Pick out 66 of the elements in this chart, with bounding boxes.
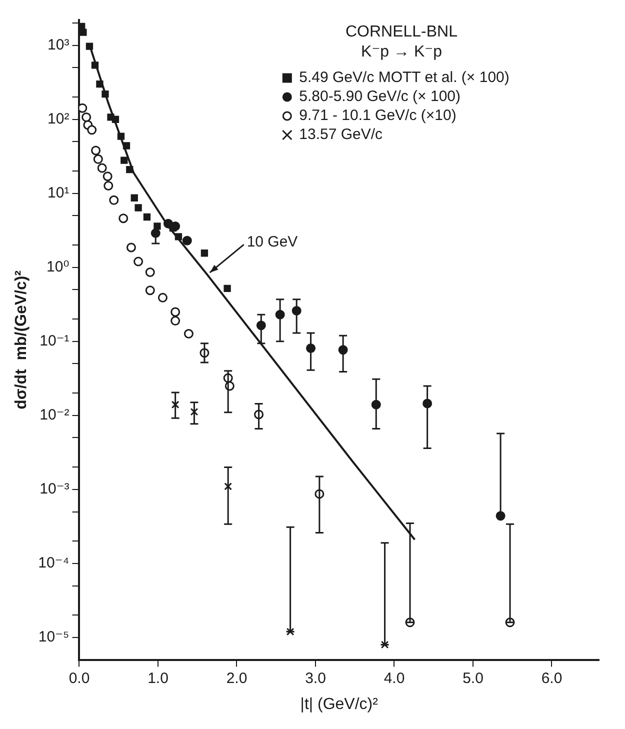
point — [102, 90, 109, 98]
point — [80, 28, 87, 36]
point — [134, 204, 142, 212]
point — [145, 286, 155, 296]
x-tick-label: 0.0 — [68, 670, 90, 687]
point — [122, 142, 130, 150]
x-tick-label: 2.0 — [226, 670, 248, 687]
point — [118, 214, 128, 224]
point — [143, 213, 151, 221]
y-tick-label: 10⁻⁴ — [38, 554, 70, 572]
point — [91, 146, 101, 156]
x-tick-label: 6.0 — [541, 670, 562, 687]
point — [96, 80, 104, 88]
x-axis-title: |t| (GeV/c)² — [300, 696, 379, 713]
legend-label: 13.57 GeV/c — [299, 126, 384, 144]
text: K⁻p → K⁻p — [361, 43, 442, 60]
y-tick-label: 10⁻² — [40, 406, 70, 424]
point — [86, 42, 94, 50]
point — [170, 316, 180, 326]
chart-title: CORNELL-BNL — [345, 23, 458, 40]
point — [184, 329, 194, 338]
legend-label: 5.49 GeV/c MOTT et al. (× 100) — [299, 69, 510, 86]
y-axis-title: dσ/dt mb/(GeV/c)² — [13, 270, 30, 410]
y-tick-label: 10³ — [48, 36, 70, 54]
point — [200, 250, 208, 257]
point — [82, 112, 92, 122]
point — [109, 195, 119, 205]
point — [286, 628, 294, 636]
point — [171, 400, 180, 409]
legend-label: 5.80-5.90 GeV/c (× 100) — [299, 88, 461, 106]
y-tick-label: 10⁻¹ — [40, 332, 70, 350]
y-tick-label: 10¹ — [48, 184, 70, 202]
point — [120, 156, 128, 164]
y-tick-label: 10⁻⁵ — [38, 628, 70, 646]
point — [380, 640, 389, 649]
point — [182, 236, 192, 246]
point — [102, 172, 112, 182]
y-tick-label: 10⁰ — [46, 258, 70, 276]
point — [170, 307, 180, 317]
point — [93, 154, 103, 164]
point — [79, 103, 88, 113]
point — [97, 163, 107, 173]
point — [117, 132, 125, 140]
point — [145, 268, 155, 278]
annotation: 10 GeV — [246, 234, 298, 251]
point — [224, 482, 232, 490]
y-tick-label: 10² — [48, 110, 70, 128]
point — [126, 166, 134, 174]
point — [158, 292, 168, 302]
point — [91, 62, 99, 69]
x-tick-label: 5.0 — [462, 670, 484, 687]
point — [134, 256, 144, 266]
x-tick-label: 1.0 — [148, 670, 168, 687]
point — [190, 408, 198, 416]
point — [126, 242, 136, 252]
legend-label: 9.71 - 10.1 GeV/c (×10) — [299, 107, 456, 124]
point — [154, 222, 161, 230]
point — [112, 116, 120, 123]
point — [87, 125, 97, 135]
x-tick-label: 4.0 — [384, 670, 405, 687]
y-tick-label: 10⁻³ — [40, 480, 70, 498]
point — [174, 233, 182, 240]
point — [130, 194, 138, 202]
point — [104, 180, 114, 190]
x-tick-label: 3.0 — [305, 670, 326, 687]
point — [224, 284, 231, 292]
